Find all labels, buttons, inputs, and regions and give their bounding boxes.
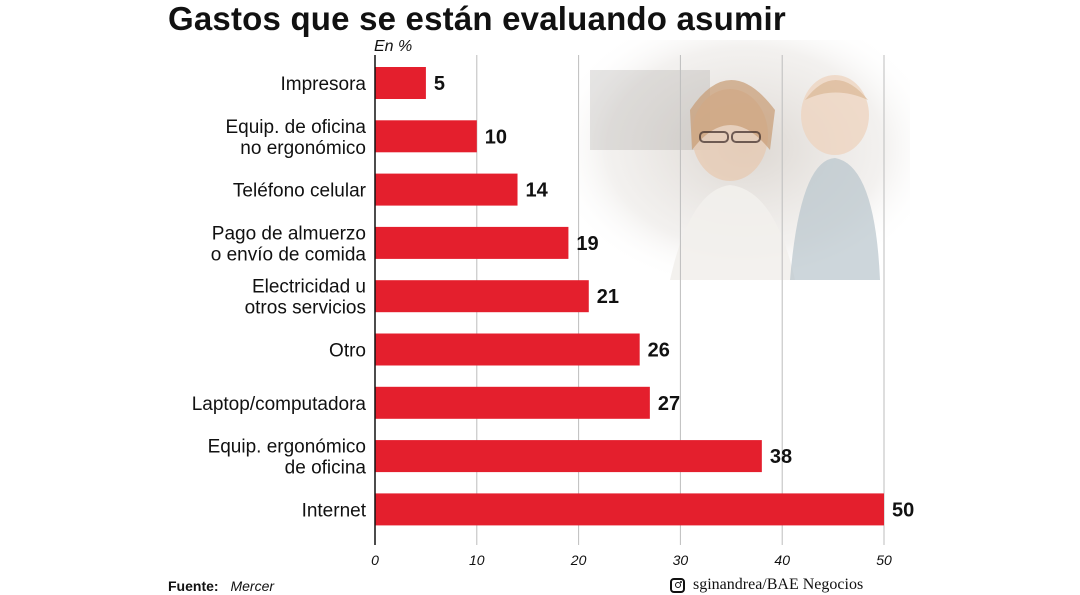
x-tick-label: 30 [673,552,689,568]
bar [375,440,762,473]
category-label: o envío de comida [211,244,367,265]
credit-note: sginandrea/BAE Negocios [670,576,863,594]
bar [375,280,589,313]
value-label: 27 [658,393,680,415]
bar [375,386,650,419]
category-label: Impresora [280,74,366,95]
value-label: 10 [485,126,507,148]
source-label: Fuente: [168,578,219,594]
category-label: no ergonómico [240,138,366,159]
bar [375,67,426,99]
source-note: Fuente: Mercer [168,578,274,594]
category-label: Pago de almuerzo [212,223,366,244]
source-value: Mercer [230,578,275,594]
category-label: Otro [329,341,366,362]
bar [375,333,640,366]
category-label: Internet [302,500,367,521]
bar [375,493,884,526]
x-tick-label: 20 [570,552,587,568]
value-label: 21 [597,286,619,308]
chart-title: Gastos que se están evaluando asumir [168,0,786,37]
x-tick-label: 50 [876,552,892,568]
bar [375,120,477,153]
category-label: Electricidad u [252,277,366,298]
category-label: otros servicios [245,298,366,319]
category-label: Teléfono celular [233,181,367,202]
value-label: 38 [770,446,792,468]
category-label: Equip. ergonómico [208,437,366,458]
category-label: Laptop/computadora [192,394,367,415]
value-label: 5 [434,73,445,95]
value-label: 26 [648,340,670,362]
x-tick-label: 40 [774,552,790,568]
bar [375,173,518,206]
credit-text: sginandrea/BAE Negocios [693,576,864,593]
value-label: 14 [526,180,549,202]
category-label: de oficina [285,458,367,479]
bar [375,226,569,259]
value-label: 50 [892,499,914,521]
unit-label: En % [374,38,412,55]
value-label: 19 [576,233,598,255]
x-tick-label: 0 [371,552,379,568]
instagram-icon [670,577,685,593]
x-tick-label: 10 [469,552,485,568]
background-photo [580,40,910,280]
category-label: Equip. de oficina [226,117,367,138]
